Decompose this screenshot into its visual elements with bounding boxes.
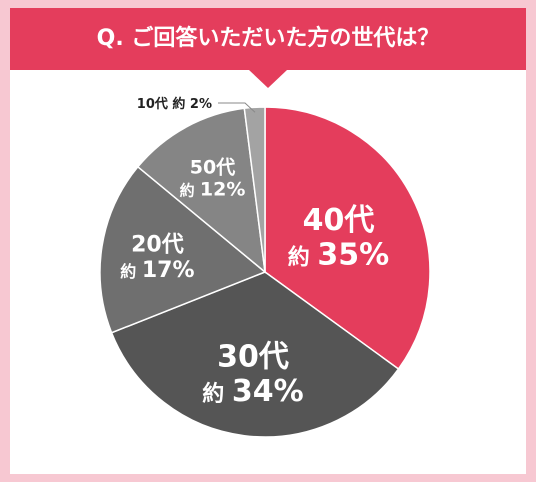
slice-label-prefix: 約 (288, 245, 318, 271)
slice-label-value: 約 34% (202, 374, 303, 409)
pie-slice (136, 107, 266, 274)
slice-label-category: 40代 (303, 203, 375, 238)
slice-label-value: 約 35% (288, 238, 389, 273)
slice-label-value: 約 17% (120, 258, 194, 283)
pie-slice (243, 106, 266, 273)
slice-label-category: 50代 (190, 157, 235, 179)
pie-slice (99, 165, 267, 334)
slice-label-prefix: 約 (180, 182, 200, 200)
slice-label-percent: 35% (317, 238, 389, 273)
pie-slice (264, 106, 431, 371)
slice-label-category: 30代 (217, 339, 289, 374)
question-title: Q. ご回答いただいた方の世代は？ (96, 26, 440, 51)
slice-label-value: 約 12% (180, 179, 246, 201)
slice-label-category: 20代 (131, 233, 184, 258)
callout-leader-line (218, 102, 256, 113)
slice-label-percent: 17% (142, 258, 195, 283)
callout-label: 10代 約 2% (137, 96, 212, 112)
slice-label-percent: 34% (232, 374, 304, 409)
pie-slice (110, 271, 400, 438)
slice-label-prefix: 約 (202, 381, 232, 407)
slice-label-percent: 12% (200, 179, 245, 201)
question-banner (10, 8, 526, 70)
banner-pointer (249, 70, 287, 88)
slice-label-prefix: 約 (120, 262, 142, 281)
